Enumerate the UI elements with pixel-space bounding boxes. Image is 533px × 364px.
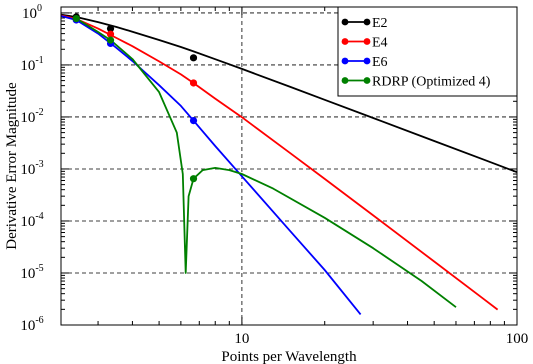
series-line-0 — [61, 13, 517, 174]
y-axis-title: Derivative Error Magnitude — [4, 82, 20, 250]
legend-marker — [341, 57, 349, 65]
legend-marker — [341, 77, 349, 84]
legend-label: E2 — [372, 16, 388, 31]
legend-marker — [341, 18, 349, 26]
data-point — [189, 116, 198, 125]
x-tick-label: 100 — [506, 331, 529, 347]
legend-label: RDRP (Optimized 4) — [372, 75, 491, 90]
y-tick-label: 10-6 — [20, 315, 43, 334]
marker-layer — [72, 13, 198, 183]
data-point — [189, 54, 198, 62]
x-axis-title: Points per Wavelength — [221, 349, 357, 364]
y-tick-label: 10-5 — [20, 263, 43, 282]
data-point — [106, 30, 115, 38]
legend-marker — [341, 38, 349, 45]
series-line-2 — [61, 15, 362, 315]
legend-marker — [363, 38, 371, 45]
data-point — [189, 79, 198, 87]
legend-label: E6 — [372, 55, 388, 70]
data-point — [72, 14, 80, 23]
y-tick-label: 100 — [22, 3, 42, 22]
y-tick-label: 10-2 — [20, 107, 43, 126]
y-tick-label: 10-4 — [20, 211, 43, 230]
data-point — [106, 36, 115, 44]
data-point — [106, 24, 115, 33]
legend-marker — [363, 57, 371, 65]
legend-marker — [363, 77, 371, 84]
y-tick-labels: 100 10-1 10-2 10-3 10-4 10-5 10-6 — [20, 3, 43, 334]
x-tick-labels: 10 100 — [234, 331, 528, 347]
data-point — [189, 175, 198, 183]
legend: E2 E4 E6 RDRP (Optimized 4) — [337, 6, 518, 97]
legend-marker — [363, 18, 371, 26]
plot-frame — [60, 6, 518, 326]
y-tick-label: 10-3 — [20, 159, 43, 178]
x-tick-label: 10 — [234, 331, 249, 347]
legend-label: E4 — [372, 36, 388, 51]
y-tick-label: 10-1 — [20, 55, 43, 74]
